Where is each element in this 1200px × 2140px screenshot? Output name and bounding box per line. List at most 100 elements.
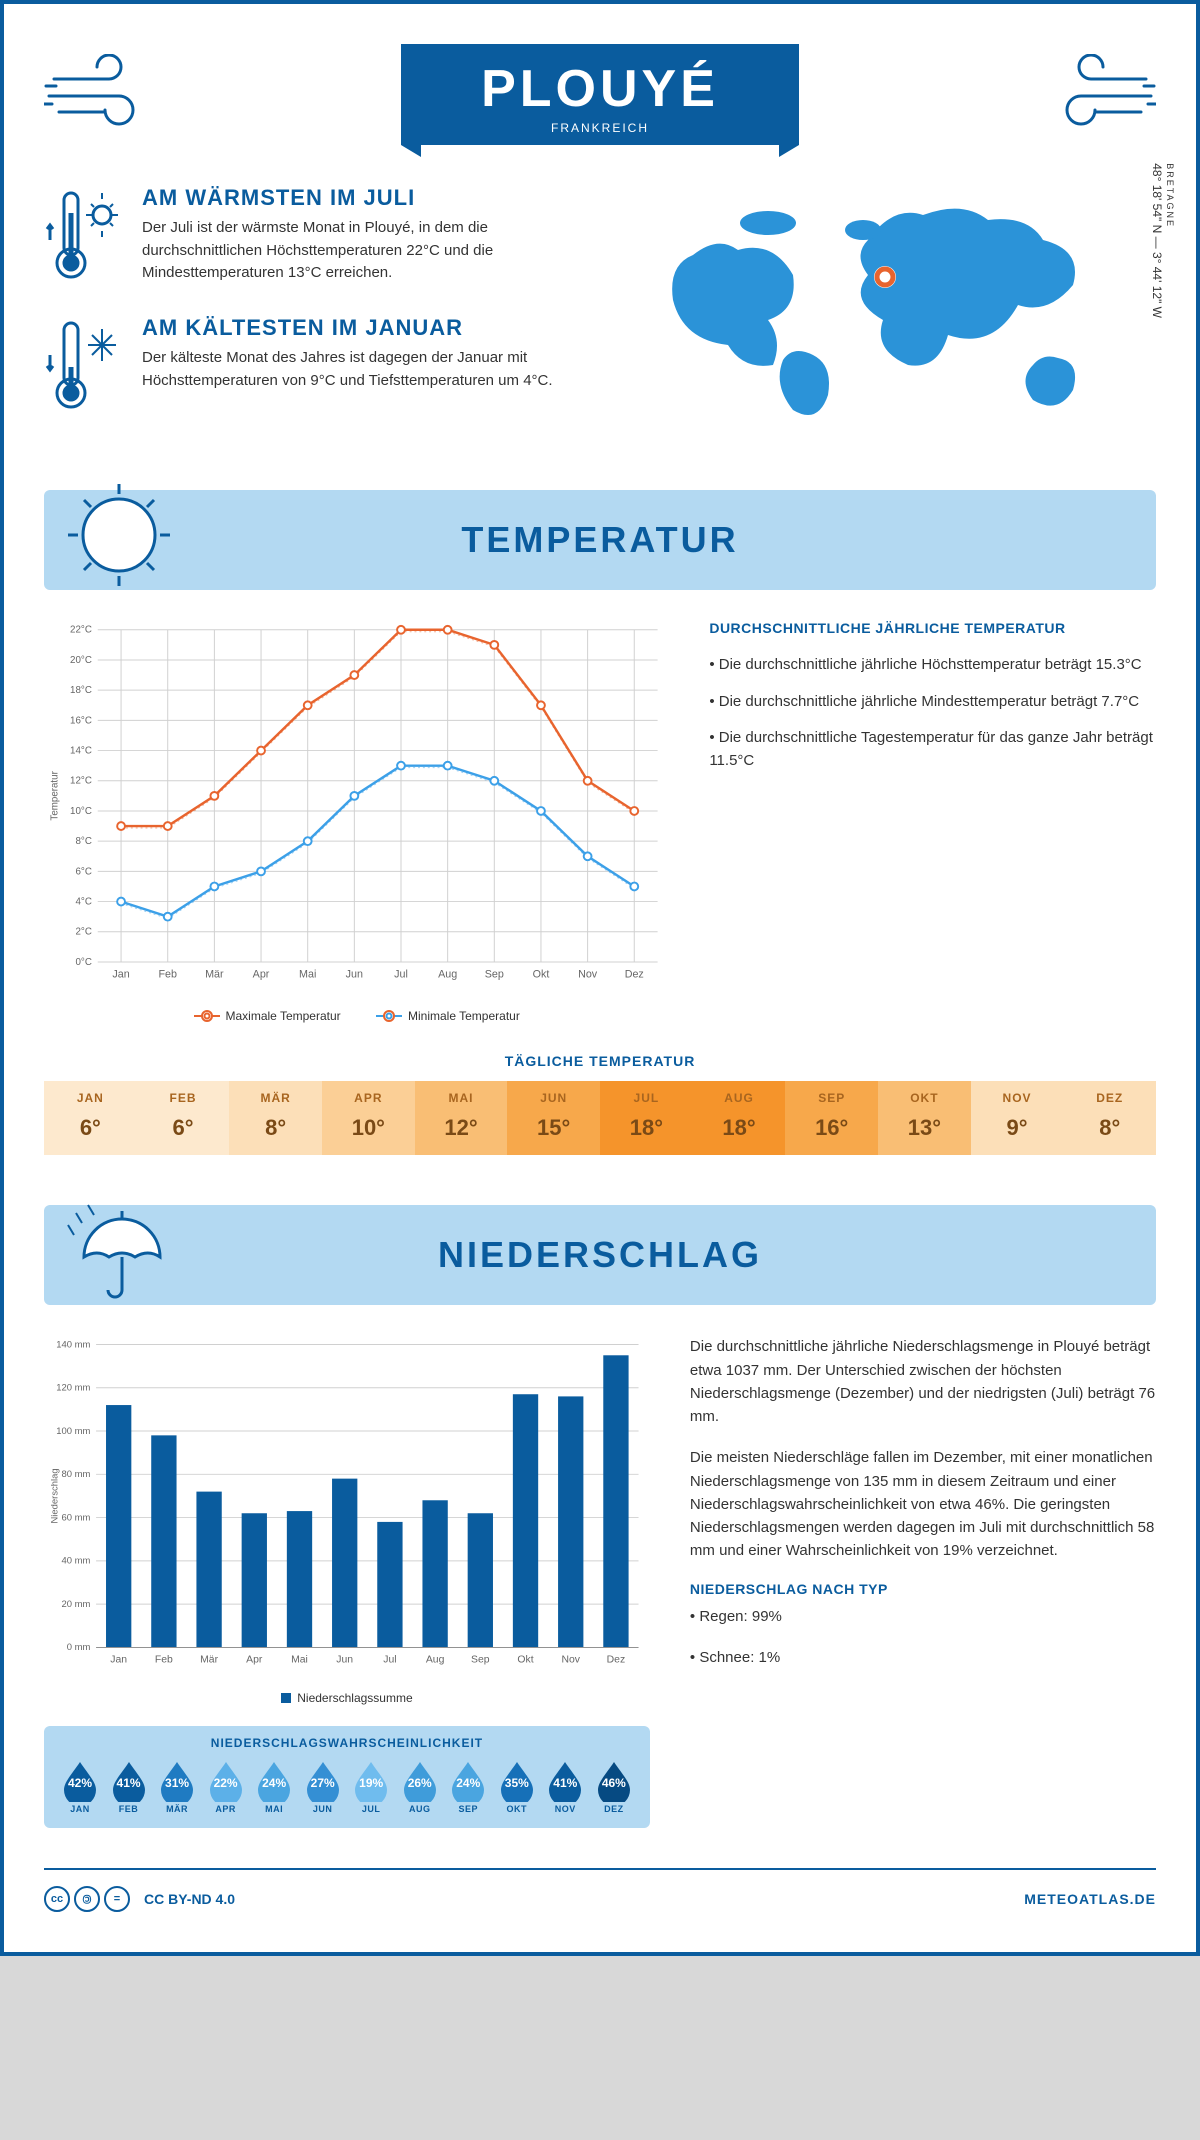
temperature-bullets: DURCHSCHNITTLICHE JÄHRLICHE TEMPERATUR •… bbox=[709, 620, 1156, 1023]
svg-text:120 mm: 120 mm bbox=[56, 1383, 90, 1394]
daily-temp-cell: MÄR8° bbox=[229, 1081, 322, 1155]
cc-icon: cc bbox=[44, 1886, 70, 1912]
wind-icon bbox=[44, 54, 164, 134]
info-row: AM WÄRMSTEN IM JULI Der Juli ist der wär… bbox=[44, 185, 1156, 450]
coords-value: 48° 18' 54" N — 3° 44' 12" W bbox=[1150, 163, 1164, 318]
prob-title: NIEDERSCHLAGSWAHRSCHEINLICHKEIT bbox=[58, 1736, 636, 1750]
svg-text:Jun: Jun bbox=[336, 1655, 353, 1666]
svg-text:16°C: 16°C bbox=[70, 715, 92, 726]
svg-text:Okt: Okt bbox=[517, 1655, 533, 1666]
bullet-item: • Die durchschnittliche jährliche Höchst… bbox=[709, 654, 1156, 677]
precip-prob-drop: 26%AUG bbox=[398, 1758, 442, 1814]
svg-text:Apr: Apr bbox=[253, 969, 270, 981]
svg-text:22°C: 22°C bbox=[70, 625, 92, 636]
precip-prob-drop: 22%APR bbox=[204, 1758, 248, 1814]
svg-text:Sep: Sep bbox=[485, 969, 504, 981]
precip-paragraph: Die meisten Niederschläge fallen im Deze… bbox=[690, 1446, 1156, 1562]
precip-probability-band: NIEDERSCHLAGSWAHRSCHEINLICHKEIT 42%JAN41… bbox=[44, 1726, 650, 1828]
svg-text:Jan: Jan bbox=[112, 969, 129, 981]
precip-prob-drop: 27%JUN bbox=[301, 1758, 345, 1814]
svg-text:Feb: Feb bbox=[158, 969, 177, 981]
wind-icon bbox=[1036, 54, 1156, 134]
precip-prob-drop: 41%FEB bbox=[107, 1758, 151, 1814]
daily-temp-cell: DEZ8° bbox=[1063, 1081, 1156, 1155]
svg-text:Jan: Jan bbox=[110, 1655, 127, 1666]
svg-text:Apr: Apr bbox=[246, 1655, 263, 1666]
coldest-heading: AM KÄLTESTEN IM JANUAR bbox=[142, 315, 580, 341]
temperature-section-header: TEMPERATUR bbox=[44, 490, 1156, 590]
header: PLOUYÉ FRANKREICH bbox=[44, 44, 1156, 145]
coldest-block: AM KÄLTESTEN IM JANUAR Der kälteste Mona… bbox=[44, 315, 580, 415]
legend-max: Maximale Temperatur bbox=[226, 1009, 341, 1023]
svg-text:Jul: Jul bbox=[383, 1655, 396, 1666]
nd-icon: = bbox=[104, 1886, 130, 1912]
svg-text:Feb: Feb bbox=[155, 1655, 173, 1666]
thermometer-cold-icon bbox=[44, 315, 124, 415]
svg-text:Dez: Dez bbox=[607, 1655, 626, 1666]
title-banner: PLOUYÉ FRANKREICH bbox=[401, 44, 799, 145]
precip-prob-drop: 19%JUL bbox=[349, 1758, 393, 1814]
city-title: PLOUYÉ bbox=[481, 59, 719, 119]
svg-text:Mai: Mai bbox=[291, 1655, 308, 1666]
warmest-text: Der Juli ist der wärmste Monat in Plouyé… bbox=[142, 217, 580, 285]
svg-text:Temperatur: Temperatur bbox=[50, 770, 61, 820]
license-block: cc 🄯 = CC BY-ND 4.0 bbox=[44, 1886, 235, 1912]
daily-temp-cell: SEP16° bbox=[785, 1081, 878, 1155]
site-url: METEOATLAS.DE bbox=[1024, 1891, 1156, 1907]
svg-text:Mär: Mär bbox=[205, 969, 224, 981]
svg-text:14°C: 14°C bbox=[70, 746, 92, 757]
daily-temp-cell: APR10° bbox=[322, 1081, 415, 1155]
svg-text:2°C: 2°C bbox=[75, 927, 91, 938]
daily-temp-strip: JAN6°FEB6°MÄR8°APR10°MAI12°JUN15°JUL18°A… bbox=[44, 1081, 1156, 1155]
svg-text:Aug: Aug bbox=[438, 969, 457, 981]
precip-type-item: • Regen: 99% bbox=[690, 1605, 1156, 1628]
daily-temp-cell: JUL18° bbox=[600, 1081, 693, 1155]
precip-paragraph: Die durchschnittliche jährliche Niedersc… bbox=[690, 1335, 1156, 1428]
country-subtitle: FRANKREICH bbox=[481, 121, 719, 135]
svg-text:Niederschlag: Niederschlag bbox=[49, 1469, 60, 1524]
svg-text:12°C: 12°C bbox=[70, 776, 92, 787]
svg-text:Nov: Nov bbox=[578, 969, 598, 981]
svg-text:100 mm: 100 mm bbox=[56, 1426, 90, 1437]
map-column: BRETAGNE 48° 18' 54" N — 3° 44' 12" W bbox=[620, 185, 1156, 450]
svg-text:18°C: 18°C bbox=[70, 685, 92, 696]
warmest-heading: AM WÄRMSTEN IM JULI bbox=[142, 185, 580, 211]
daily-temp-cell: AUG18° bbox=[693, 1081, 786, 1155]
svg-text:4°C: 4°C bbox=[75, 897, 91, 908]
daily-temp-cell: OKT13° bbox=[878, 1081, 971, 1155]
daily-temp-cell: MAI12° bbox=[415, 1081, 508, 1155]
precip-prob-drop: 41%NOV bbox=[543, 1758, 587, 1814]
precip-bar-chart: 0 mm20 mm40 mm60 mm80 mm100 mm120 mm140 … bbox=[44, 1335, 650, 1676]
precip-title: NIEDERSCHLAG bbox=[438, 1234, 762, 1276]
temperature-title: TEMPERATUR bbox=[461, 519, 738, 561]
svg-text:Mai: Mai bbox=[299, 969, 316, 981]
daily-temp-cell: NOV9° bbox=[971, 1081, 1064, 1155]
region-label: BRETAGNE bbox=[1165, 163, 1175, 228]
umbrella-icon bbox=[64, 1195, 174, 1305]
svg-text:40 mm: 40 mm bbox=[62, 1556, 91, 1567]
temperature-legend: .leg-sw:nth-of-type(1):before{border-col… bbox=[44, 1006, 669, 1023]
svg-text:Aug: Aug bbox=[426, 1655, 445, 1666]
precip-type-heading: NIEDERSCHLAG NACH TYP bbox=[690, 1581, 1156, 1597]
temperature-chart: 0°C2°C4°C6°C8°C10°C12°C14°C16°C18°C20°C2… bbox=[44, 620, 669, 1023]
svg-text:Okt: Okt bbox=[533, 969, 550, 981]
precip-prob-drop: 24%MAI bbox=[252, 1758, 296, 1814]
bullet-item: • Die durchschnittliche jährliche Mindes… bbox=[709, 691, 1156, 714]
precip-prob-drop: 46%DEZ bbox=[592, 1758, 636, 1814]
svg-text:0 mm: 0 mm bbox=[67, 1643, 91, 1654]
thermometer-hot-icon bbox=[44, 185, 124, 285]
sun-icon bbox=[64, 480, 174, 590]
svg-text:80 mm: 80 mm bbox=[62, 1469, 91, 1480]
daily-temp-cell: JUN15° bbox=[507, 1081, 600, 1155]
license-text: CC BY-ND 4.0 bbox=[144, 1891, 235, 1907]
svg-text:Nov: Nov bbox=[561, 1655, 580, 1666]
svg-text:60 mm: 60 mm bbox=[62, 1513, 91, 1524]
precip-legend: Niederschlagssumme bbox=[44, 1691, 650, 1706]
precip-prob-drop: 42%JAN bbox=[58, 1758, 102, 1814]
svg-text:20°C: 20°C bbox=[70, 655, 92, 666]
svg-text:8°C: 8°C bbox=[75, 836, 91, 847]
daily-temp-title: TÄGLICHE TEMPERATUR bbox=[44, 1053, 1156, 1069]
bullet-item: • Die durchschnittliche Tagestemperatur … bbox=[709, 727, 1156, 772]
svg-text:Sep: Sep bbox=[471, 1655, 490, 1666]
svg-text:Mär: Mär bbox=[200, 1655, 218, 1666]
